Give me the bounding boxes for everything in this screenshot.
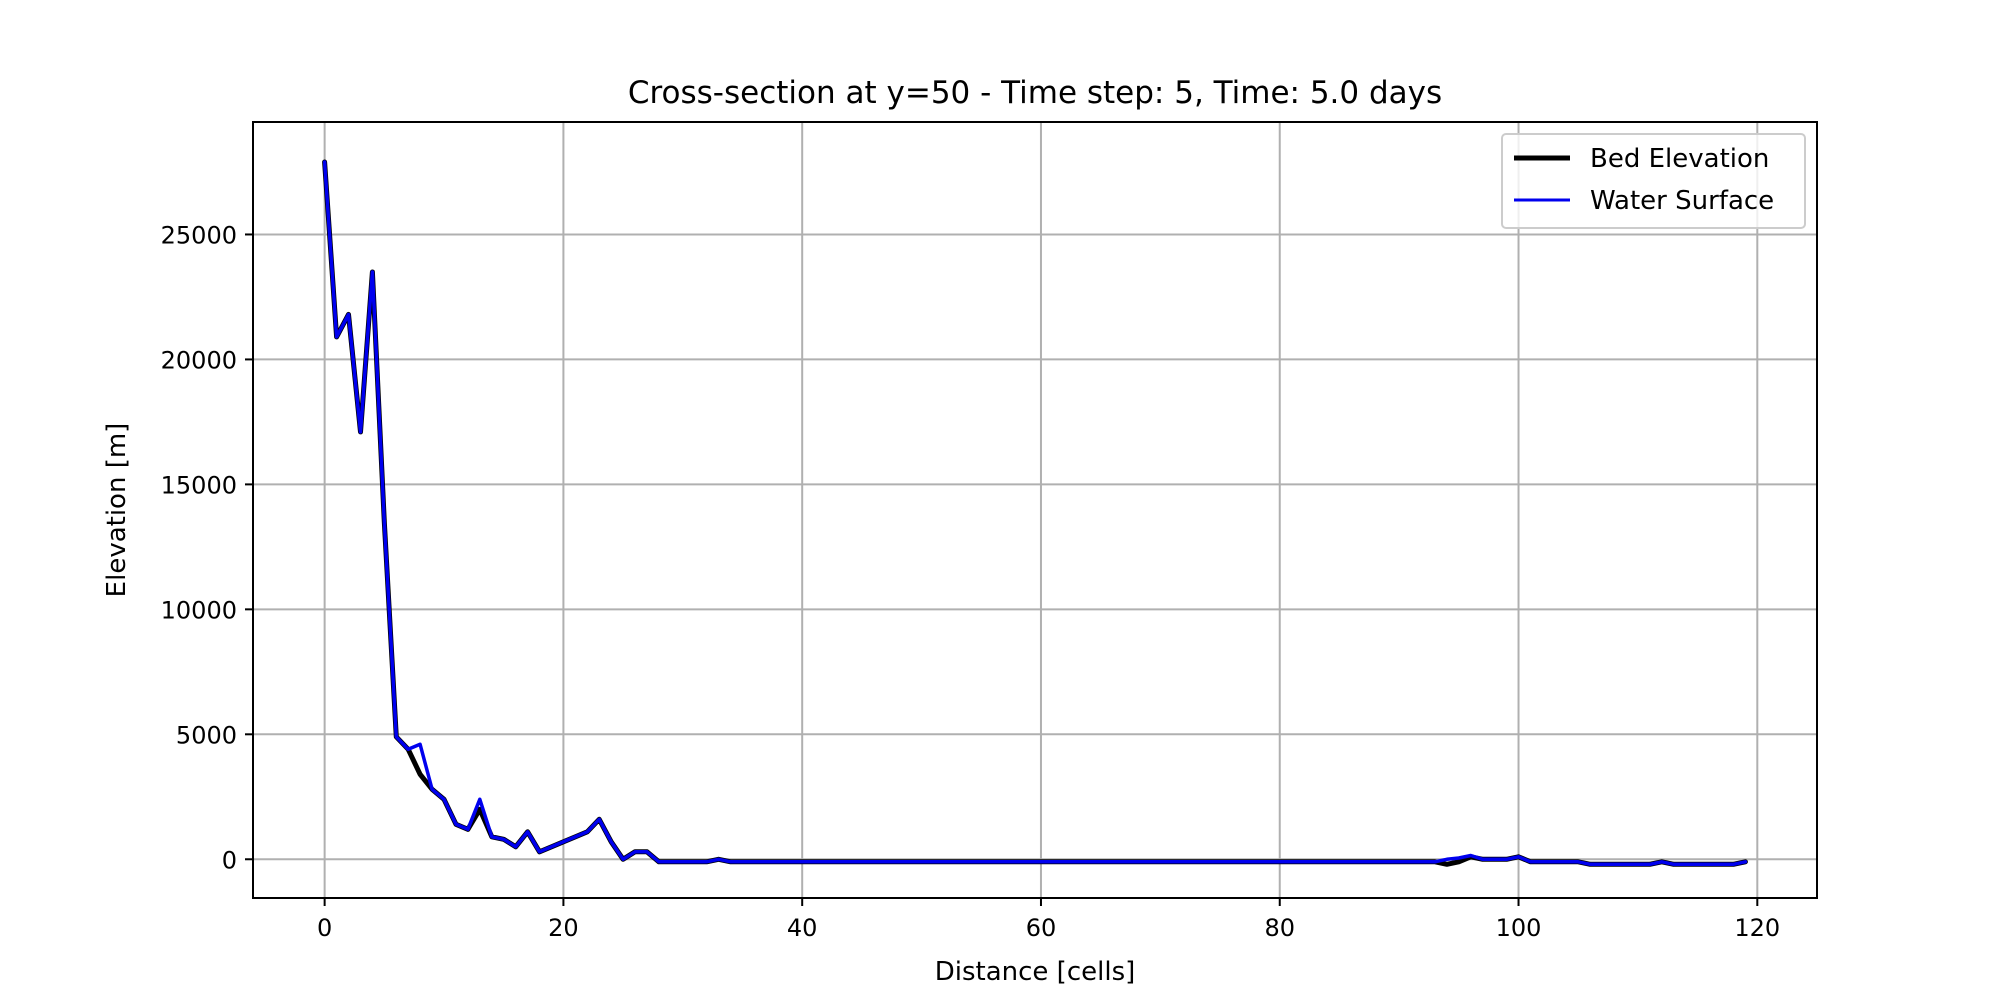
x-tick-label: 40 (787, 914, 818, 942)
legend-entry-water-surface: Water Surface (1590, 186, 1774, 216)
x-tick-label: 100 (1496, 914, 1542, 942)
axis-ticks: 0 20 40 60 80 100 120 0 5000 10000 15000 20000 25000 (161, 221, 1781, 942)
grid-lines (253, 122, 1817, 898)
y-tick-label: 10000 (161, 596, 237, 624)
plot-frame (252, 121, 1818, 899)
x-tick-label: 120 (1734, 914, 1780, 942)
x-tick-label: 20 (548, 914, 579, 942)
y-tick-label: 25000 (161, 221, 237, 249)
x-axis-label: Distance [cells] (935, 957, 1136, 987)
y-tick-label: 0 (222, 846, 237, 874)
y-tick-label: 20000 (161, 346, 237, 374)
y-tick-label: 15000 (161, 471, 237, 499)
legend-box (1501, 133, 1806, 229)
chart-title: Cross-section at y=50 - Time step: 5, Ti… (628, 75, 1442, 111)
series-lines (322, 159, 1748, 867)
legend-entry-bed-elevation: Bed Elevation (1590, 144, 1769, 174)
x-tick-label: 60 (1026, 914, 1057, 942)
x-tick-label: 80 (1264, 914, 1295, 942)
series-line-water-surface (322, 160, 1748, 867)
legend: Bed Elevation Water Surface (1501, 133, 1806, 229)
x-tick-label: 0 (317, 914, 332, 942)
y-axis-label: Elevation [m] (102, 423, 132, 598)
y-tick-label: 5000 (176, 721, 237, 749)
series-line-bed-elevation (322, 159, 1748, 867)
